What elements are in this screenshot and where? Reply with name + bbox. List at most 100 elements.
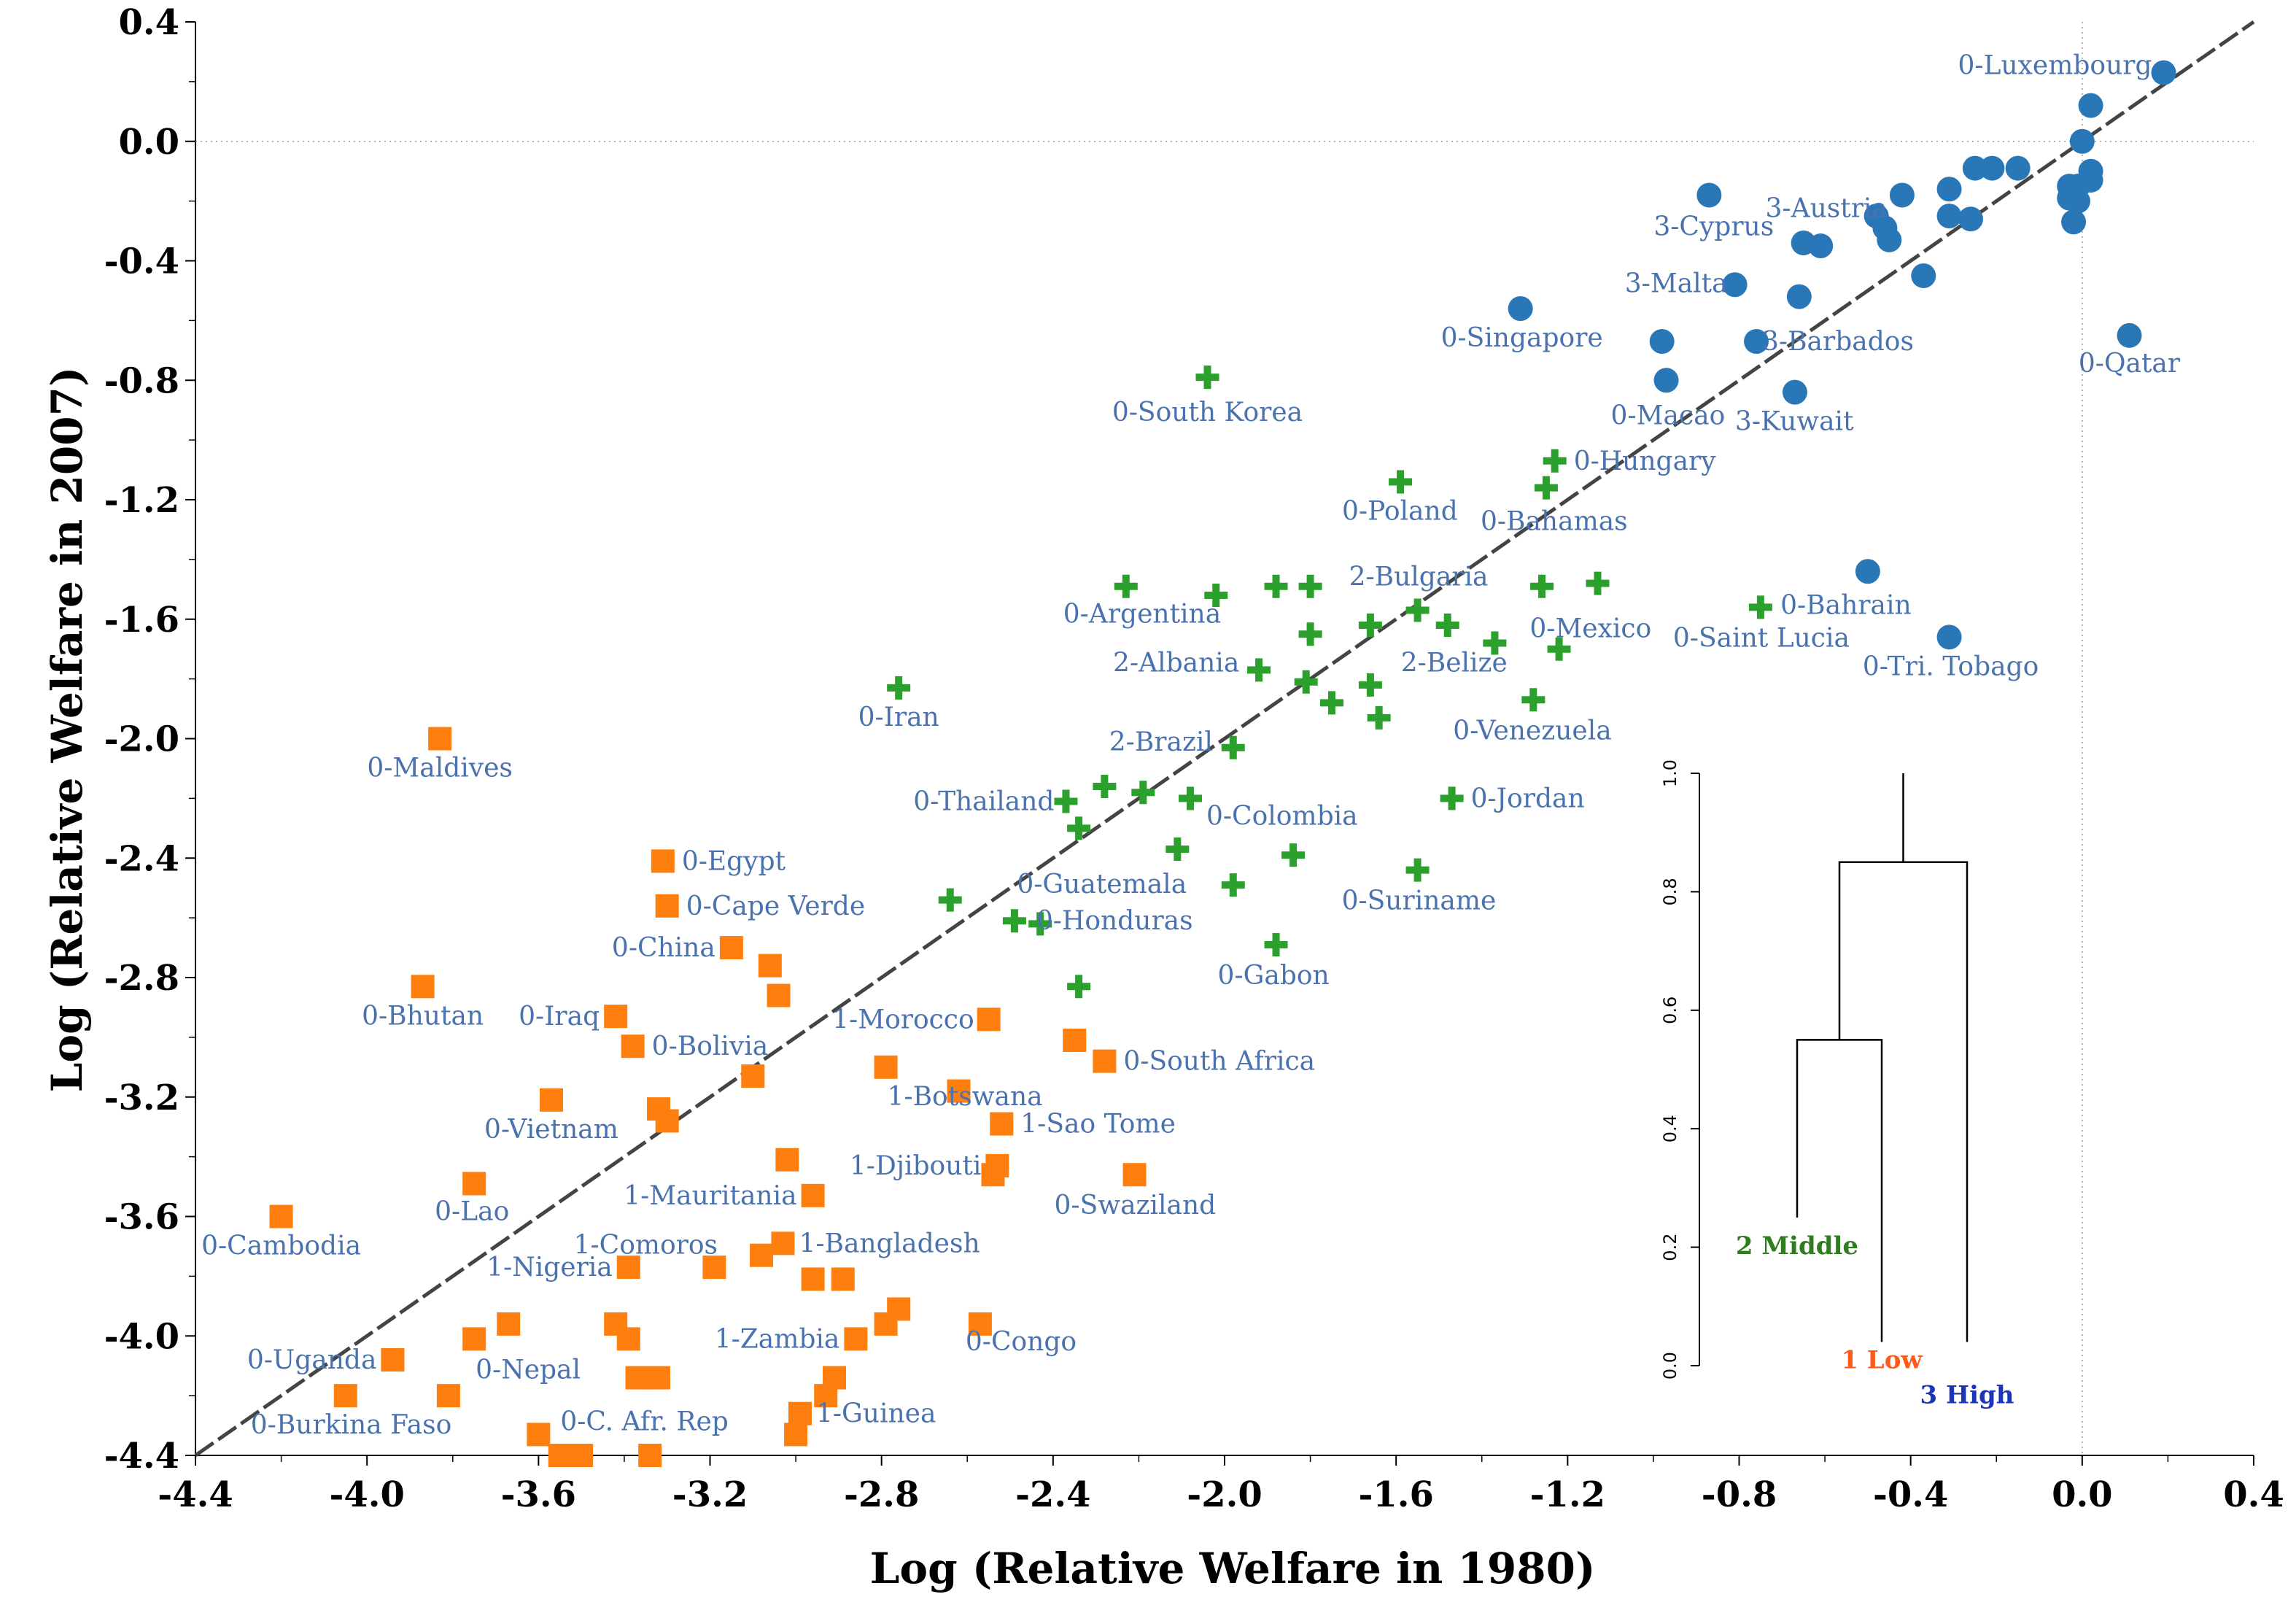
point-label: 0-South Korea <box>1112 398 1303 428</box>
point-label: 0-Burkina Faso <box>251 1410 451 1440</box>
high-point <box>1962 155 1987 181</box>
low-point <box>638 1444 662 1467</box>
middle-point <box>1405 598 1430 622</box>
middle-point <box>1298 622 1322 646</box>
middle-point <box>1166 837 1190 861</box>
low-point <box>788 1401 812 1425</box>
high-point <box>1653 368 1679 393</box>
y-tick-label: -2.4 <box>104 838 179 879</box>
dendrogram-tick-label: 0.6 <box>1660 997 1680 1024</box>
dendrogram-branch-low-middle <box>1796 1039 1883 1342</box>
low-point <box>947 1079 971 1103</box>
middle-point <box>1298 574 1322 598</box>
y-tick-label: -2.0 <box>104 719 179 760</box>
middle-point <box>1294 670 1318 694</box>
y-tick-label: 0.0 <box>118 122 179 163</box>
low-point <box>784 1423 808 1447</box>
high-point <box>2069 128 2095 154</box>
low-point <box>874 1055 898 1079</box>
x-tick-label: -4.4 <box>158 1474 233 1515</box>
high-point <box>2065 188 2090 214</box>
x-axis-title: Log (Relative Welfare in 1980) <box>870 1544 1596 1593</box>
point-label: 0-Mexico <box>1529 614 1651 644</box>
point-label: 0-Luxembourg <box>1958 51 2152 81</box>
y-tick-label: -1.2 <box>104 480 179 521</box>
x-tick-label: -1.2 <box>1530 1474 1605 1515</box>
low-point <box>1063 1028 1087 1052</box>
low-point <box>539 1088 563 1112</box>
point-label: 0-Bolivia <box>652 1032 769 1061</box>
point-label: 2-Bulgaria <box>1349 562 1489 592</box>
point-label: 0-Vietnam <box>484 1115 618 1145</box>
middle-point <box>1114 574 1138 598</box>
point-label: 0-Argentina <box>1063 600 1221 630</box>
point-label: 0-Guatemala <box>1017 870 1187 900</box>
point-label: 0-Iraq <box>519 1002 600 1032</box>
y-axis-title: Log (Relative Welfare in 2007) <box>42 367 92 1093</box>
point-label: 0-Colombia <box>1206 801 1358 831</box>
point-label: 0-Thailand <box>913 786 1054 816</box>
low-point <box>831 1267 855 1291</box>
point-label: 1-Zambia <box>715 1324 840 1354</box>
low-point <box>651 849 675 873</box>
point-label: 0-Uganda <box>247 1345 377 1375</box>
high-point <box>1889 182 1915 208</box>
middle-point <box>1264 932 1288 956</box>
y-tick-label: -2.8 <box>104 958 179 999</box>
y-tick-label: -1.6 <box>104 600 179 641</box>
low-point <box>977 1007 1001 1032</box>
high-point <box>1936 204 1962 229</box>
point-label: 0-Cape Verde <box>686 891 865 921</box>
y-tick-label: -3.6 <box>104 1197 179 1238</box>
point-label: 0-Qatar <box>2079 349 2181 379</box>
x-tick-label: -0.8 <box>1702 1474 1777 1515</box>
y-tick-label: -3.2 <box>104 1078 179 1118</box>
low-point <box>411 975 435 999</box>
point-label: 3-Malta <box>1625 268 1728 298</box>
y-axis-ticks: 0.4 0.0 -0.4 -0.8 -1.2 -1.6 -2.0 -2.4 -2.8 -3.2 -3… <box>104 2 195 1477</box>
low-point <box>621 1034 645 1059</box>
point-label: 0-Bahamas <box>1481 507 1628 537</box>
middle-point <box>1358 613 1382 637</box>
point-label: 1-Comoros <box>574 1231 718 1261</box>
middle-point <box>1389 470 1413 494</box>
point-label: 1-Djibouti <box>850 1151 982 1181</box>
high-point <box>1877 227 1902 252</box>
x-tick-label: -3.2 <box>672 1474 748 1515</box>
middle-point <box>1067 816 1091 840</box>
point-label: 0-Gabon <box>1218 961 1330 991</box>
point-label: 0-Cambodia <box>201 1231 361 1261</box>
high-point <box>1958 206 1983 232</box>
middle-point <box>1358 673 1382 697</box>
high-point <box>1855 559 1880 584</box>
point-label: 0-Saint Lucia <box>1673 623 1850 653</box>
point-label: 0-Macao <box>1611 401 1726 430</box>
middle-point <box>938 888 962 912</box>
dendrogram-tick-label: 0.8 <box>1660 878 1680 905</box>
point-label: 1-Botswana <box>888 1082 1043 1112</box>
low-point <box>269 1204 293 1229</box>
point-label: 0-China <box>612 933 715 963</box>
middle-point <box>1521 688 1545 712</box>
dendrogram-leaf-label: 1 Low <box>1841 1346 1923 1375</box>
low-point <box>801 1267 825 1291</box>
point-label: 0-Poland <box>1342 496 1458 526</box>
high-point <box>1722 272 1748 298</box>
low-point <box>750 1243 774 1267</box>
x-tick-label: 0.0 <box>2052 1474 2113 1515</box>
point-label: 0-Hungary <box>1574 446 1717 476</box>
dendrogram-tick-label: 0.2 <box>1660 1234 1680 1261</box>
x-tick-label: -2.0 <box>1187 1474 1262 1515</box>
high-point <box>1911 263 1936 288</box>
middle-point <box>1748 595 1772 619</box>
low-point <box>968 1312 992 1336</box>
low-point <box>741 1064 765 1088</box>
x-tick-label: -3.6 <box>501 1474 576 1515</box>
point-label: 3-Kuwait <box>1735 407 1854 437</box>
high-point <box>1936 177 1962 202</box>
y-tick-label: -4.4 <box>104 1436 179 1477</box>
low-point <box>775 1148 799 1172</box>
x-axis-ticks: -4.4 -4.0 -3.6 -3.2 -2.8 -2.4 -2.0 -1.6 -1.2 -0.8… <box>158 1455 2284 1515</box>
middle-point <box>1435 613 1459 637</box>
